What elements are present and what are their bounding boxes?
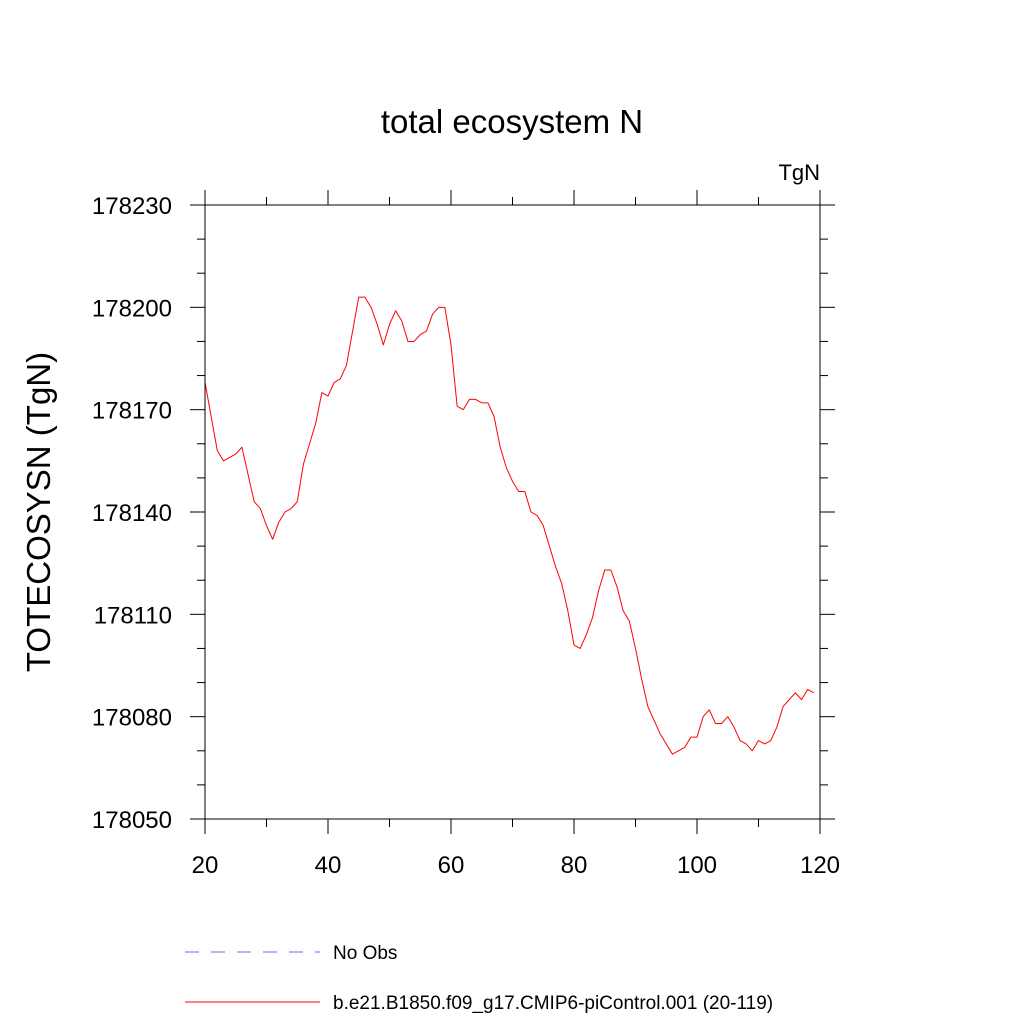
y-axis-label: TOTECOSYSN (TgN) [20,352,57,672]
x-tick-label: 120 [800,852,840,879]
y-tick-label: 178200 [92,295,172,322]
y-tick-label: 178080 [92,705,172,732]
axis-tick-labels: 20 40 60 80 100 120 178050 178080 178110 178140 17… [92,193,840,879]
y-tick-label: 178140 [92,500,172,527]
series-line-1 [204,296,815,755]
y-tick-label: 178170 [92,398,172,425]
chart-title: total ecosystem N [381,103,643,140]
y-tick-label: 178230 [92,193,172,220]
legend-label-no-obs: No Obs [333,943,397,964]
x-tick-label: 100 [677,852,717,879]
x-tick-label: 40 [315,852,342,879]
x-tick-label: 80 [561,852,588,879]
series-layer [204,296,815,755]
y-tick-label: 178110 [94,602,172,629]
x-tick-label: 60 [438,852,465,879]
x-tick-label: 20 [192,852,219,879]
units-label: TgN [778,160,820,185]
axis-ticks [190,190,835,834]
legend-label-picontrol: b.e21.B1850.f09_g17.CMIP6-piControl.001 … [333,993,773,1014]
y-tick-label: 178050 [92,807,172,834]
legend: No Obs b.e21.B1850.f09_g17.CMIP6-piContr… [185,943,773,1014]
plot-frame [204,204,821,820]
